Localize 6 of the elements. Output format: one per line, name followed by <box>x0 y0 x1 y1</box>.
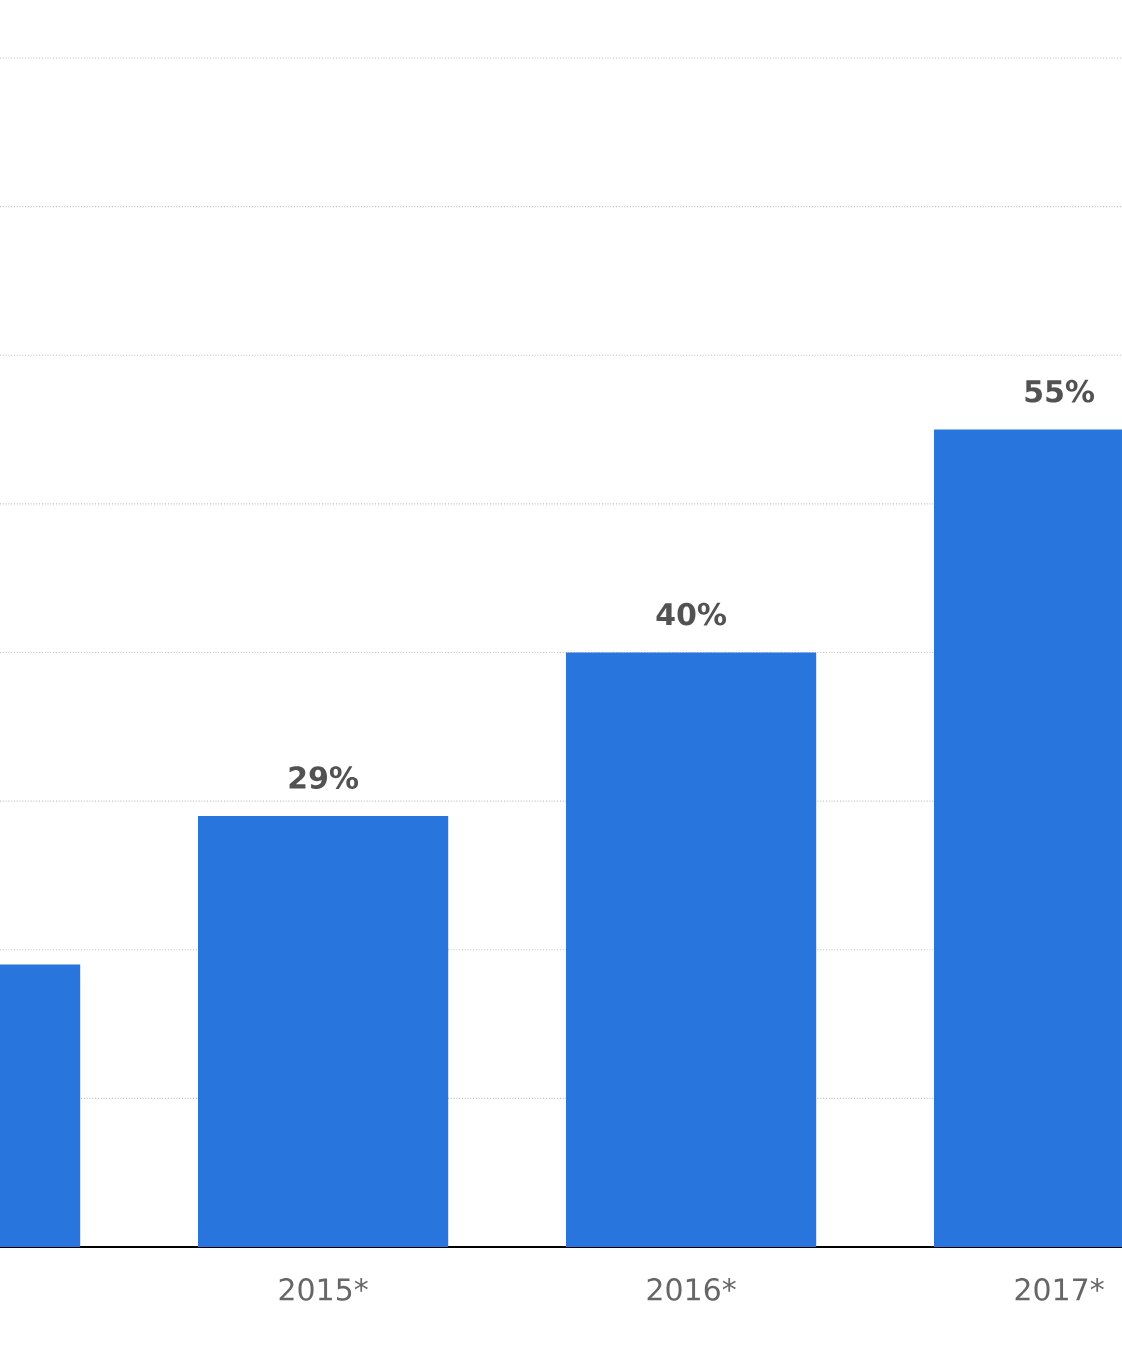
x-tick-label: 2016* <box>647 1278 736 1301</box>
x-tick-label: 2017* <box>1015 1278 1104 1301</box>
data-label: 40% <box>656 602 727 626</box>
x-tick-label: 2015* <box>279 1278 368 1301</box>
data-label: 29% <box>289 766 359 789</box>
data-label: 55% <box>1025 379 1095 403</box>
